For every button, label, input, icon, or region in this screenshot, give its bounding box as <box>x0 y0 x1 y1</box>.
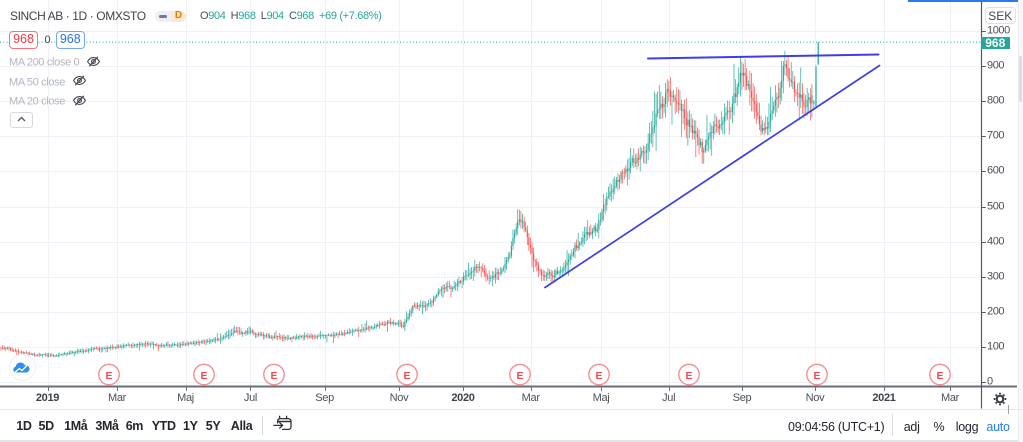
svg-text:E: E <box>270 370 277 382</box>
svg-text:E: E <box>105 370 112 382</box>
svg-text:E: E <box>685 370 692 382</box>
svg-text:E: E <box>403 370 410 382</box>
svg-text:E: E <box>516 370 523 382</box>
svg-text:E: E <box>936 370 943 382</box>
svg-text:E: E <box>813 370 820 382</box>
svg-text:E: E <box>200 370 207 382</box>
svg-text:E: E <box>595 370 602 382</box>
